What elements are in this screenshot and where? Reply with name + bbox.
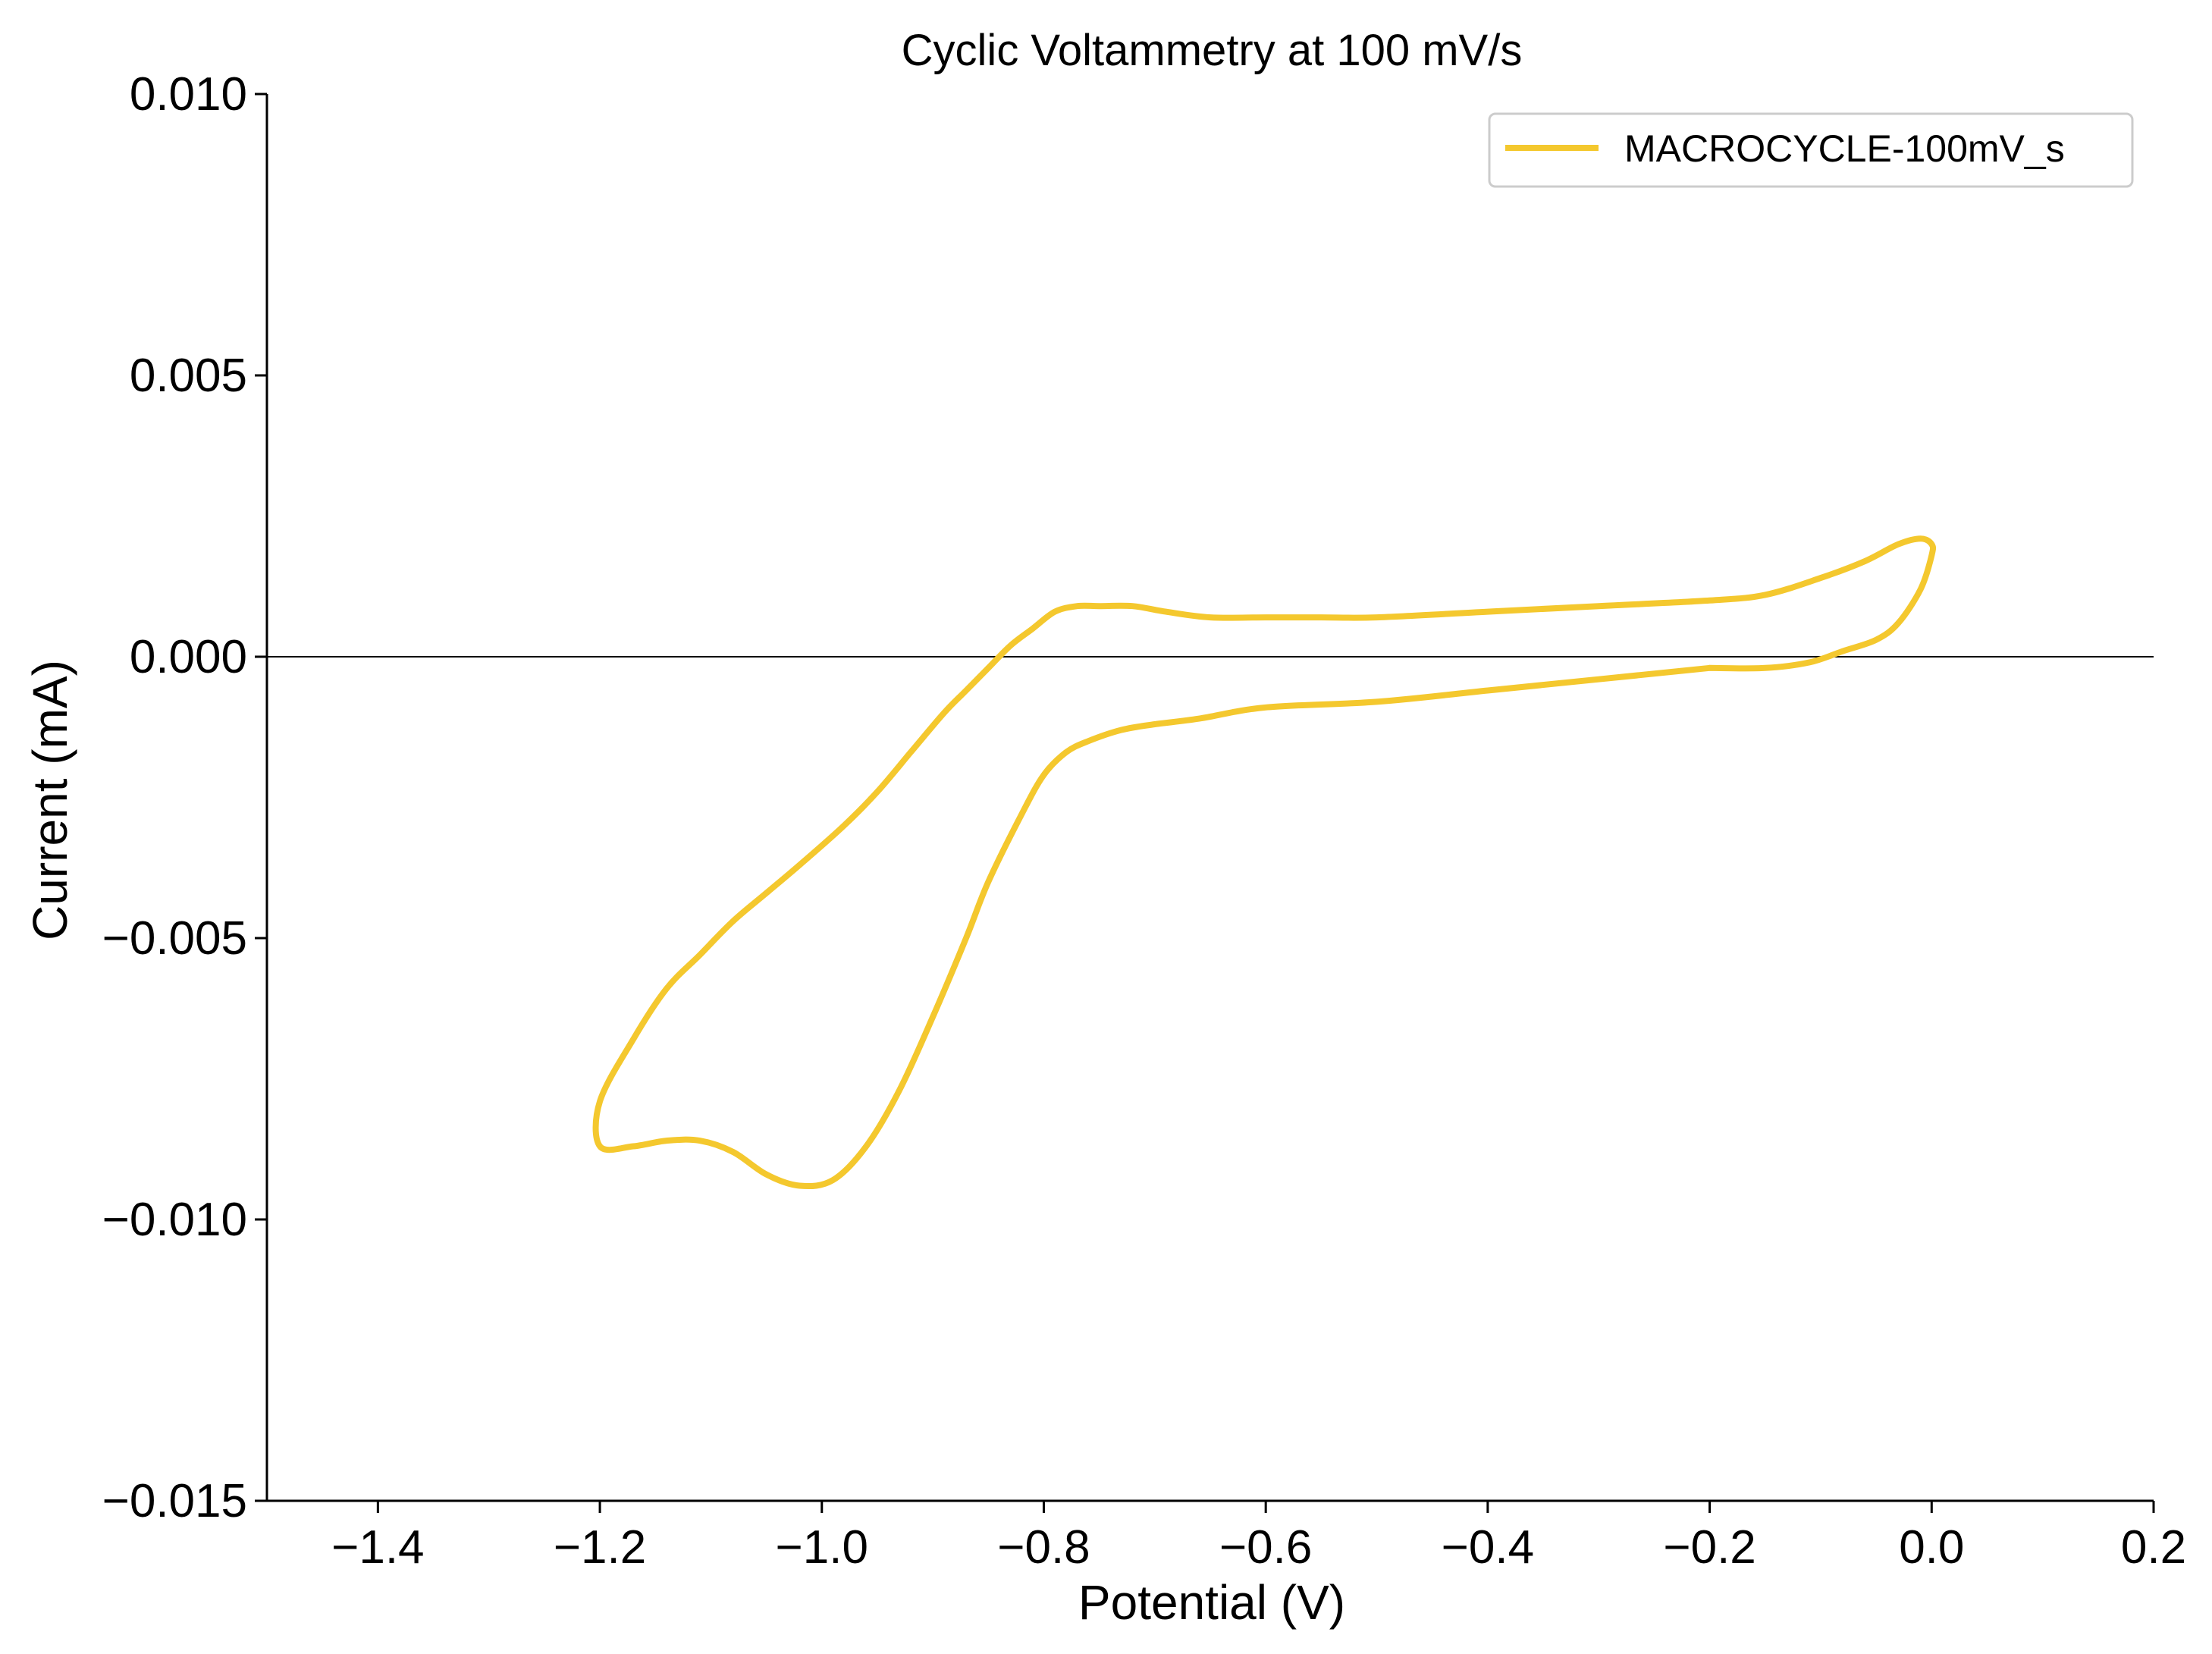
- y-tick-label: 0.005: [130, 350, 247, 402]
- x-tick-label: −0.2: [1663, 1521, 1755, 1574]
- x-axis-label: Potential (V): [1078, 1575, 1345, 1630]
- legend-box: [1488, 112, 2134, 188]
- y-tick-label: −0.010: [102, 1194, 247, 1246]
- x-tick-label: −0.4: [1442, 1521, 1534, 1574]
- y-tick-label: −0.005: [102, 912, 247, 965]
- x-tick-label: −1.4: [331, 1521, 424, 1574]
- series-layer: [592, 535, 1937, 1190]
- y-tick-label: −0.015: [102, 1475, 247, 1527]
- y-tick-label: 0.010: [130, 68, 247, 121]
- series-line: [592, 535, 1937, 1190]
- x-tick-label: −1.0: [776, 1521, 868, 1574]
- x-tick-label: −0.8: [997, 1521, 1090, 1574]
- x-tick-label: −1.2: [554, 1521, 646, 1574]
- axes-spines: [265, 94, 2154, 1502]
- x-tick-label: 0.0: [1899, 1521, 1964, 1574]
- legend-label: MACROCYCLE-100mV_s: [1624, 127, 2065, 170]
- x-tick-label: 0.2: [2121, 1521, 2186, 1574]
- x-axis-ticks: −1.4 −1.2 −1.0 −0.8 −0.6 −0.4 −0.2 0.0 0.2: [331, 1501, 2186, 1574]
- y-tick-label: 0.000: [130, 631, 247, 683]
- chart-title: Cyclic Voltammetry at 100 mV/s: [902, 26, 1523, 75]
- x-tick-label: −0.6: [1219, 1521, 1312, 1574]
- y-axis-label: Current (mA): [23, 660, 77, 940]
- y-axis-ticks: 0.010 0.005 0.000 −0.005 −0.010 −0.015: [102, 68, 267, 1527]
- legend: MACROCYCLE-100mV_s: [1488, 112, 2134, 188]
